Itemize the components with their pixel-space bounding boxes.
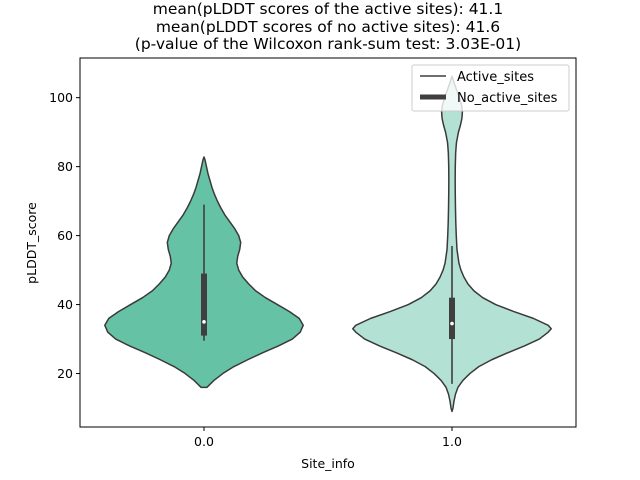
violin-median-0-0	[202, 320, 206, 324]
chart-title-line-3: (p-value of the Wilcoxon rank-sum test: …	[135, 35, 521, 53]
legend-box	[411, 64, 570, 112]
chart-title-line-1: mean(pLDDT scores of the active sites): …	[153, 0, 503, 18]
y-tick-label-60: 60	[57, 228, 73, 243]
y-tick-label-20: 20	[57, 366, 73, 381]
x-tick-label-1.0: 1.0	[442, 434, 462, 449]
chart-title-line-2: mean(pLDDT scores of no active sites): 4…	[156, 18, 500, 36]
violin-iqr-box-0-0	[201, 273, 207, 336]
y-axis-ticks: 20 40 60 80 100	[49, 90, 80, 381]
y-tick-label-100: 100	[49, 90, 73, 105]
legend: Active_sites No_active_sites	[411, 64, 570, 112]
x-axis-ticks: 0.0 1.0	[194, 427, 462, 449]
legend-label-no-active-sites: No_active_sites	[457, 91, 558, 106]
x-axis-label: Site_info	[301, 456, 355, 471]
y-tick-label-80: 80	[57, 159, 73, 174]
violin-median-1-0	[450, 321, 454, 326]
x-tick-label-0.0: 0.0	[194, 434, 214, 449]
y-tick-label-40: 40	[57, 297, 73, 312]
y-axis-label: pLDDT_score	[24, 202, 39, 284]
plot-area-frame	[79, 57, 577, 428]
violin-iqr-box-1-0	[449, 297, 455, 340]
violins-layer	[104, 75, 552, 413]
legend-label-active-sites: Active_sites	[457, 70, 534, 85]
